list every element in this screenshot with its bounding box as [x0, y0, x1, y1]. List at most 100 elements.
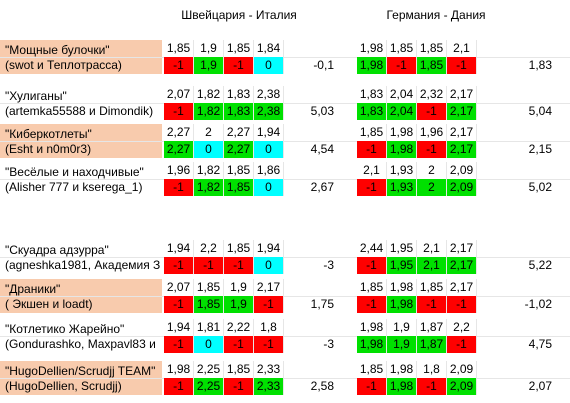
odds-cell[interactable]: 1,98 [387, 124, 417, 141]
result-cell[interactable]: 1,9 [194, 57, 224, 74]
odds-cell[interactable]: 2,27 [224, 124, 254, 141]
score-match1[interactable]: -0,1 [313, 58, 334, 72]
odds-cell[interactable]: 1,87 [417, 319, 447, 336]
result-cell[interactable]: 1,85 [417, 57, 447, 74]
odds-cell[interactable]: 2,27 [164, 124, 194, 141]
result-cell[interactable]: -1 [357, 296, 387, 313]
odds-cell[interactable]: 2 [417, 162, 447, 179]
result-cell[interactable]: -1 [417, 103, 447, 120]
score-match1[interactable]: 5,03 [310, 104, 334, 118]
odds-cell[interactable]: 1,98 [164, 361, 194, 378]
odds-cell[interactable]: 1,96 [417, 124, 447, 141]
odds-cell[interactable]: 2,07 [164, 279, 194, 296]
result-cell[interactable]: 1,98 [357, 57, 387, 74]
result-cell[interactable]: 2,27 [164, 141, 194, 158]
odds-cell[interactable]: 1,85 [164, 40, 194, 57]
odds-cell[interactable]: 1,82 [194, 86, 224, 103]
result-cell[interactable]: 1,9 [387, 336, 417, 353]
odds-cell[interactable]: 1,98 [387, 279, 417, 296]
odds-cell[interactable]: 1,84 [254, 40, 284, 57]
odds-cell[interactable]: 1,94 [164, 240, 194, 257]
result-cell[interactable]: 2,09 [447, 378, 477, 395]
odds-cell[interactable]: 2,17 [254, 279, 284, 296]
result-cell[interactable]: -1 [357, 179, 387, 196]
odds-cell[interactable]: 1,86 [254, 162, 284, 179]
result-cell[interactable]: -1 [254, 296, 284, 313]
score-match1[interactable]: 2,67 [310, 180, 334, 194]
result-cell[interactable]: 1,98 [387, 378, 417, 395]
result-cell[interactable]: 1,85 [194, 296, 224, 313]
odds-cell[interactable]: 2,2 [447, 319, 477, 336]
result-cell[interactable]: -1 [357, 378, 387, 395]
odds-cell[interactable]: 2,17 [447, 240, 477, 257]
result-cell[interactable]: 2,09 [447, 179, 477, 196]
score-match1[interactable]: -3 [323, 337, 334, 351]
result-cell[interactable]: 0 [254, 179, 284, 196]
odds-cell[interactable]: 2,1 [447, 40, 477, 57]
odds-cell[interactable]: 2,44 [357, 240, 387, 257]
odds-cell[interactable]: 1,98 [357, 40, 387, 57]
result-cell[interactable]: -1 [254, 336, 284, 353]
odds-cell[interactable]: 1,8 [417, 361, 447, 378]
result-cell[interactable]: -1 [417, 378, 447, 395]
odds-cell[interactable]: 1,85 [224, 162, 254, 179]
result-cell[interactable]: 1,9 [224, 296, 254, 313]
odds-cell[interactable]: 1,8 [254, 319, 284, 336]
team-cell[interactable]: "Скуадра адзурра" (agneshka1981, Академия… [0, 240, 162, 274]
odds-cell[interactable]: 2,1 [357, 162, 387, 179]
result-cell[interactable]: -1 [417, 296, 447, 313]
odds-cell[interactable]: 2,38 [254, 86, 284, 103]
result-cell[interactable]: 1,85 [224, 179, 254, 196]
result-cell[interactable]: -1 [357, 141, 387, 158]
result-cell[interactable]: 0 [254, 257, 284, 274]
odds-cell[interactable]: 1,9 [387, 319, 417, 336]
odds-cell[interactable]: 2,17 [447, 124, 477, 141]
odds-cell[interactable]: 2 [194, 124, 224, 141]
team-cell[interactable]: "Весёлые и находчивые" (Alisher 777 и kse… [0, 162, 162, 196]
odds-cell[interactable]: 1,85 [357, 279, 387, 296]
team-cell[interactable]: "Хулиганы" (artemka55588 и Dimondik) [0, 86, 162, 120]
score-match1[interactable]: 4,54 [310, 142, 334, 156]
result-cell[interactable]: 1,83 [357, 103, 387, 120]
odds-cell[interactable]: 1,96 [164, 162, 194, 179]
result-cell[interactable]: 2,17 [447, 141, 477, 158]
result-cell[interactable]: 2,38 [254, 103, 284, 120]
score-match1[interactable]: 1,75 [310, 297, 334, 311]
odds-cell[interactable]: 2,32 [417, 86, 447, 103]
score-match2[interactable]: -1,02 [524, 297, 552, 311]
odds-cell[interactable]: 1,85 [224, 40, 254, 57]
odds-cell[interactable]: 1,83 [224, 86, 254, 103]
score-match2[interactable]: 5,22 [528, 258, 552, 272]
result-cell[interactable]: -1 [164, 57, 194, 74]
odds-cell[interactable]: 1,95 [387, 240, 417, 257]
result-cell[interactable]: -1 [164, 296, 194, 313]
odds-cell[interactable]: 1,85 [194, 279, 224, 296]
result-cell[interactable]: 0 [254, 141, 284, 158]
odds-cell[interactable]: 2,22 [224, 319, 254, 336]
score-match2[interactable]: 5,04 [528, 104, 552, 118]
odds-cell[interactable]: 1,85 [224, 361, 254, 378]
odds-cell[interactable]: 2,17 [447, 86, 477, 103]
result-cell[interactable]: 0 [254, 57, 284, 74]
odds-cell[interactable]: 1,9 [194, 40, 224, 57]
result-cell[interactable]: 0 [194, 141, 224, 158]
score-match2[interactable]: 5,02 [528, 180, 552, 194]
team-cell[interactable]: "Котлетико Жарейно" (Gondurashko, Maxpavl… [0, 319, 162, 353]
odds-cell[interactable]: 1,85 [224, 240, 254, 257]
odds-cell[interactable]: 1,85 [417, 40, 447, 57]
result-cell[interactable]: 2,17 [447, 257, 477, 274]
odds-cell[interactable]: 2,25 [194, 361, 224, 378]
odds-cell[interactable]: 2,09 [447, 162, 477, 179]
odds-cell[interactable]: 1,9 [224, 279, 254, 296]
odds-cell[interactable]: 1,82 [194, 162, 224, 179]
result-cell[interactable]: 0 [194, 336, 224, 353]
score-match2[interactable]: 2,15 [528, 142, 552, 156]
result-cell[interactable]: -1 [164, 336, 194, 353]
score-match1[interactable]: -3 [323, 258, 334, 272]
odds-cell[interactable]: 2,33 [254, 361, 284, 378]
result-cell[interactable]: -1 [224, 378, 254, 395]
result-cell[interactable]: -1 [417, 141, 447, 158]
result-cell[interactable]: -1 [357, 257, 387, 274]
result-cell[interactable]: -1 [224, 336, 254, 353]
odds-cell[interactable]: 1,81 [194, 319, 224, 336]
